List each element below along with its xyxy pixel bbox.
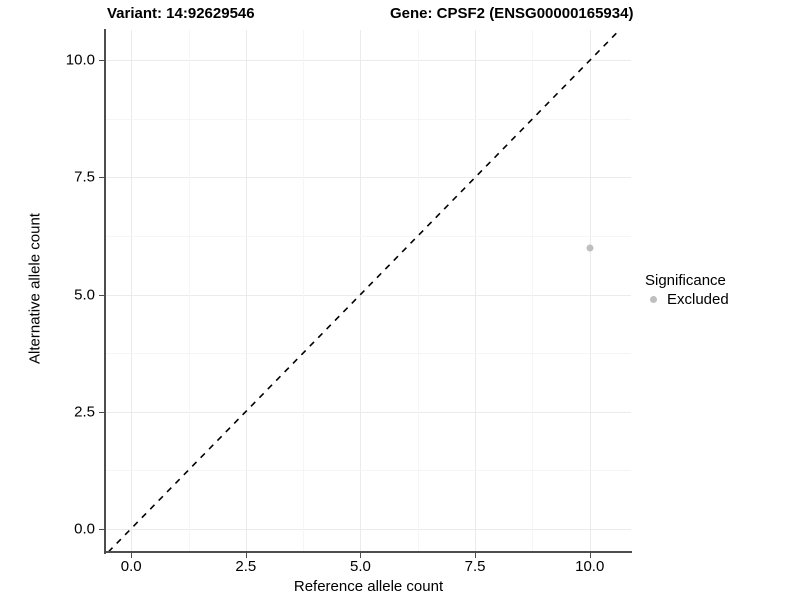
gridline-h-major bbox=[106, 295, 631, 296]
y-tick-label: 0.0 bbox=[74, 520, 95, 538]
y-tick-mark bbox=[99, 528, 104, 530]
y-axis-label: Alternative allele count bbox=[26, 213, 44, 364]
plot-panel bbox=[106, 30, 631, 552]
gridline-v-minor bbox=[303, 30, 304, 552]
gridline-h-major bbox=[106, 60, 631, 61]
gridline-h-major bbox=[106, 177, 631, 178]
gridline-h-minor bbox=[106, 470, 631, 471]
gridline-v-minor bbox=[532, 30, 533, 552]
x-tick-label: 5.0 bbox=[350, 558, 371, 575]
y-tick-label: 2.5 bbox=[74, 403, 95, 421]
gridline-h-minor bbox=[106, 353, 631, 354]
chart-title-variant: Variant: 14:92629546 bbox=[107, 5, 255, 22]
x-tick-label: 0.0 bbox=[120, 558, 142, 575]
identity-reference-line bbox=[107, 30, 621, 552]
x-tick-label: 2.5 bbox=[235, 558, 257, 575]
legend-swatch-icon bbox=[645, 291, 662, 308]
legend-title: Significance bbox=[645, 272, 726, 289]
y-tick-mark bbox=[99, 411, 104, 413]
legend: Significance Excluded bbox=[645, 272, 729, 308]
x-axis-label: Reference allele count bbox=[293, 578, 444, 595]
y-tick-mark bbox=[99, 60, 104, 62]
gridline-v-minor bbox=[418, 30, 419, 552]
x-axis-line bbox=[104, 551, 632, 553]
data-point[interactable] bbox=[586, 244, 594, 252]
gridline-v-major bbox=[360, 30, 361, 552]
x-tick-mark bbox=[589, 553, 591, 558]
gridline-v-major bbox=[131, 30, 132, 552]
y-tick-mark bbox=[99, 177, 104, 179]
x-tick-mark bbox=[360, 553, 362, 558]
legend-item-label: Excluded bbox=[667, 291, 729, 308]
gridline-h-major bbox=[106, 412, 631, 413]
y-tick-label: 5.0 bbox=[74, 286, 95, 303]
gridline-v-major bbox=[590, 30, 591, 552]
gridline-v-major bbox=[246, 30, 247, 552]
y-axis-line bbox=[104, 29, 106, 554]
x-tick-mark bbox=[131, 553, 133, 558]
y-tick-label: 10.0 bbox=[65, 51, 95, 69]
gridline-v-minor bbox=[189, 30, 190, 552]
gridline-h-major bbox=[106, 529, 631, 530]
y-tick-mark bbox=[99, 294, 104, 296]
y-tick-label: 7.5 bbox=[74, 168, 95, 186]
x-tick-label: 10.0 bbox=[575, 558, 605, 575]
gridline-h-minor bbox=[106, 236, 631, 237]
gridline-v-major bbox=[475, 30, 476, 552]
x-tick-mark bbox=[475, 553, 477, 558]
gridline-h-minor bbox=[106, 119, 631, 120]
x-tick-label: 7.5 bbox=[464, 558, 486, 575]
chart-title-gene: Gene: CPSF2 (ENSG00000165934) bbox=[390, 5, 634, 22]
x-tick-mark bbox=[245, 553, 247, 558]
legend-item-excluded[interactable]: Excluded bbox=[645, 291, 729, 308]
